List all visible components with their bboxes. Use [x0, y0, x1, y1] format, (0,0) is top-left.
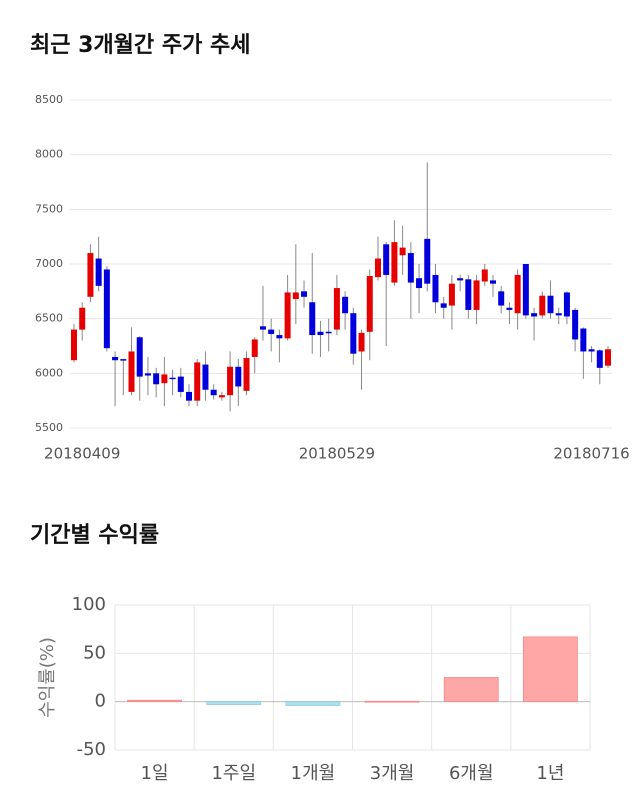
- candle-body: [605, 349, 611, 366]
- y-tick-label: 6000: [35, 366, 63, 379]
- y-tick-label: 8000: [35, 148, 63, 161]
- candle-body: [522, 264, 529, 316]
- candle-body: [301, 291, 308, 297]
- candle-body: [317, 331, 324, 336]
- x-tick-label: 20180409: [44, 445, 120, 463]
- candle-body: [227, 366, 234, 396]
- candle-body: [169, 377, 176, 380]
- y-tick-label: -50: [77, 739, 106, 760]
- candle-body: [424, 238, 431, 284]
- candle-body: [498, 291, 505, 306]
- y-tick-label: 0: [95, 691, 106, 712]
- candle-body: [103, 269, 110, 349]
- x-tick-label: 3개월: [370, 763, 415, 784]
- bar: [206, 701, 262, 705]
- candle-body: [374, 258, 381, 278]
- candle-body: [79, 307, 86, 330]
- chart-title: 기간별 수익률: [30, 523, 159, 548]
- candle-body: [144, 373, 151, 376]
- candle-body: [563, 292, 570, 317]
- x-tick-label: 1주일: [211, 763, 256, 784]
- candle-body: [120, 359, 127, 361]
- y-axis-label: 수익률(%): [37, 637, 58, 718]
- candle-body: [481, 269, 488, 282]
- x-tick-label: 20180529: [299, 445, 375, 463]
- candle-body: [539, 295, 546, 316]
- candle-body: [580, 328, 587, 352]
- candle-body: [333, 288, 340, 330]
- x-tick-label: 6개월: [449, 763, 494, 784]
- candle-body: [276, 335, 283, 339]
- candle-body: [457, 278, 464, 281]
- candle-body: [186, 391, 193, 401]
- candle-body: [342, 296, 349, 314]
- candle-body: [95, 258, 102, 286]
- y-tick-label: 8500: [35, 93, 63, 106]
- bar: [285, 701, 341, 706]
- candle-body: [383, 244, 390, 275]
- candle-body: [350, 313, 357, 354]
- candle-body: [391, 242, 398, 283]
- y-tick-label: 7500: [35, 202, 63, 215]
- x-tick-label: 1일: [141, 763, 169, 784]
- candle-body: [531, 313, 538, 317]
- candle-body: [259, 326, 266, 330]
- y-tick-label: 7000: [35, 257, 63, 270]
- candle-body: [432, 274, 439, 303]
- candle-body: [87, 253, 94, 297]
- y-tick-label: 100: [72, 594, 106, 615]
- candle-body: [366, 276, 373, 332]
- bar: [127, 699, 182, 703]
- candle-body: [194, 362, 201, 401]
- candle-body: [407, 253, 414, 283]
- candle-body: [71, 329, 77, 361]
- candle-body: [136, 337, 143, 377]
- candle-body: [153, 373, 160, 385]
- candle-body: [325, 331, 332, 334]
- candle-body: [514, 274, 521, 314]
- bar-chart: -50 0 50 100 수익률(%) 1일 1주일 1개월 3개월 6개월 1년: [37, 594, 591, 784]
- candle-body: [284, 292, 291, 339]
- y-tick-label: 50: [83, 642, 106, 663]
- candle-body: [251, 339, 258, 357]
- candle-body: [465, 279, 472, 310]
- y-tick-label: 5500: [35, 421, 63, 434]
- candle-body: [572, 309, 579, 340]
- candle-body: [161, 374, 168, 384]
- candle-body: [555, 313, 562, 316]
- candle-body: [440, 303, 447, 308]
- candle-body: [235, 366, 242, 387]
- y-tick-label: 6500: [35, 312, 63, 325]
- candle-body: [547, 295, 554, 314]
- bar: [523, 636, 578, 703]
- x-tick-label: 1년: [536, 763, 564, 784]
- candle-body: [489, 280, 496, 284]
- bar: [364, 700, 420, 703]
- candle-body: [112, 356, 119, 361]
- candle-body: [416, 278, 423, 289]
- candle-body: [128, 351, 135, 392]
- candle-body: [218, 395, 225, 398]
- x-tick-label: 20180716: [553, 445, 629, 463]
- candle-body: [358, 332, 365, 352]
- candle-body: [268, 329, 275, 334]
- candlestick-chart: 5500 6000 6500 7000 7500 8000 8500 20180409 2018…: [35, 93, 630, 463]
- candle-body: [210, 389, 217, 396]
- candle-body: [202, 364, 209, 390]
- candle-body: [473, 280, 480, 310]
- candle-body: [399, 247, 406, 256]
- candle-body: [588, 349, 595, 352]
- candle-body: [596, 350, 603, 368]
- candle-body: [309, 302, 316, 336]
- candle-body: [506, 307, 513, 310]
- chart-title: 최근 3개월간 주가 추세: [30, 33, 250, 58]
- candle-body: [177, 376, 184, 392]
- candle-body: [448, 283, 455, 306]
- candle-body: [292, 292, 299, 299]
- candle-body: [243, 358, 250, 391]
- bar: [443, 677, 499, 703]
- x-tick-label: 1개월: [291, 763, 336, 784]
